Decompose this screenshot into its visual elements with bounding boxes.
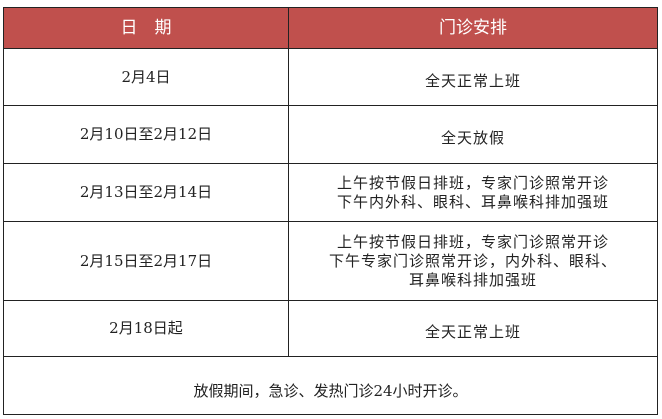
- date-cell: 2月18日起: [3, 300, 289, 357]
- date-cell: 2月13日至2月14日: [3, 163, 289, 222]
- arrangement-line: 下午专家门诊照常开诊，内外科、眼科、: [328, 251, 617, 270]
- arrangement-line: 耳鼻喉科排加强班: [408, 270, 537, 289]
- arrangement-line: 全天正常上班: [424, 71, 521, 90]
- header-date: 日 期: [3, 7, 289, 49]
- note-row: 放假期间，急诊、发热门诊24小时开诊。: [3, 356, 658, 415]
- note-cell: 放假期间，急诊、发热门诊24小时开诊。: [3, 356, 658, 415]
- table-row: 2月18日起 全天正常上班: [3, 300, 658, 357]
- table-row: 2月13日至2月14日 上午按节假日排班，专家门诊照常开诊 下午内外科、眼科、耳鼻喉…: [3, 163, 658, 222]
- schedule-table: 日 期 门诊安排 2月4日 全天正常上班 2月10日至2月12日 全天放假 2月13日至…: [3, 7, 658, 415]
- header-row: 日 期 门诊安排: [3, 7, 658, 49]
- arrangement-line: 全天放假: [440, 129, 505, 147]
- table-row: 2月15日至2月17日 上午按节假日排班，专家门诊照常开诊 下午专家门诊照常开诊，内…: [3, 221, 658, 301]
- table-row: 2月4日 全天正常上班: [3, 48, 658, 106]
- arrangement-cell: 全天正常上班: [288, 48, 658, 106]
- arrangement-cell: 全天正常上班: [288, 300, 658, 357]
- date-cell: 2月10日至2月12日: [3, 105, 289, 164]
- arrangement-cell: 全天放假: [288, 105, 658, 164]
- arrangement-cell: 上午按节假日排班，专家门诊照常开诊 下午专家门诊照常开诊，内外科、眼科、 耳鼻喉科排…: [288, 221, 658, 301]
- arrangement-line: 上午按节假日排班，专家门诊照常开诊: [336, 173, 609, 192]
- date-cell: 2月15日至2月17日: [3, 221, 289, 301]
- arrangement-line: 上午按节假日排班，专家门诊照常开诊: [336, 232, 609, 251]
- arrangement-line: 下午内外科、眼科、耳鼻喉科排加强班: [336, 192, 609, 211]
- header-arrangement: 门诊安排: [288, 7, 658, 49]
- table-row: 2月10日至2月12日 全天放假: [3, 105, 658, 164]
- arrangement-line: 全天正常上班: [424, 323, 521, 341]
- arrangement-cell: 上午按节假日排班，专家门诊照常开诊 下午内外科、眼科、耳鼻喉科排加强班: [288, 163, 658, 222]
- date-cell: 2月4日: [3, 48, 289, 106]
